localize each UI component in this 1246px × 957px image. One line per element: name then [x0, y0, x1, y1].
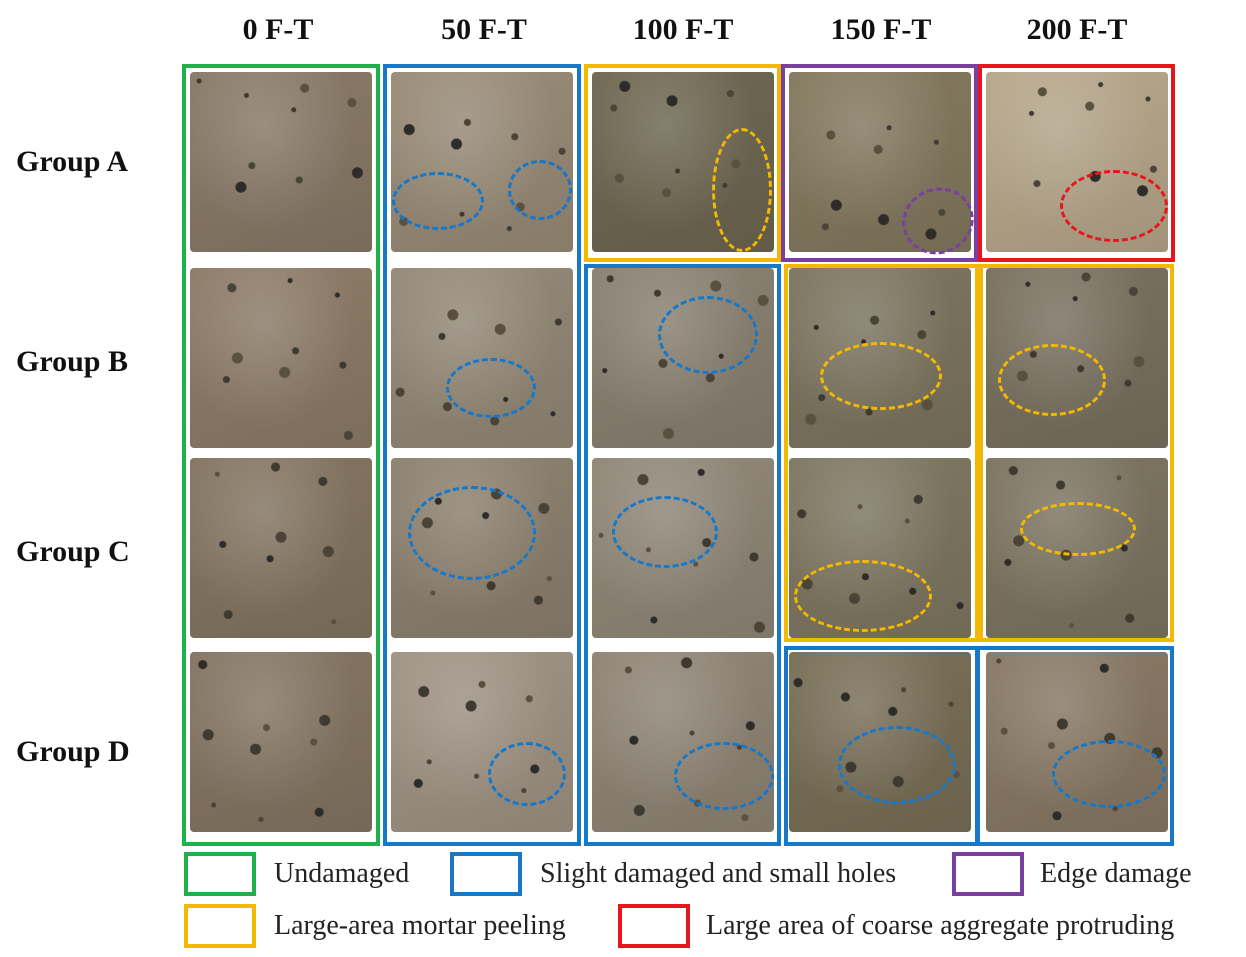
specimen-photo-a-150ft	[789, 72, 971, 252]
specimen-photo-d-0ft	[190, 652, 372, 832]
damage-ellipse	[1052, 740, 1166, 808]
row-header-group-b: Group B	[16, 345, 128, 378]
legend-label-undamaged: Undamaged	[274, 858, 410, 889]
legend-label-aggregate: Large area of coarse aggregate protrudin…	[706, 910, 1175, 941]
legend-label-slight: Slight damaged and small holes	[540, 858, 897, 889]
legend-swatch-edge	[952, 852, 1024, 896]
damage-ellipse	[794, 560, 932, 632]
damage-ellipse	[408, 486, 536, 580]
damage-ellipse	[446, 358, 536, 418]
frame-peeling-100ft-a	[584, 64, 781, 262]
frame-slight-50ft	[383, 64, 581, 846]
specimen-photo-b-50ft	[391, 268, 573, 448]
damage-ellipse	[392, 172, 484, 230]
damage-ellipse	[712, 128, 772, 252]
specimen-photo-a-0ft	[190, 72, 372, 252]
legend-swatch-undamaged	[184, 852, 256, 896]
row-header-group-c: Group C	[16, 535, 130, 568]
legend-swatch-slight	[450, 852, 522, 896]
frame-peeling-150ft	[784, 264, 979, 642]
frame-undamaged-0ft	[182, 64, 380, 846]
row-header-group-a: Group A	[16, 145, 128, 178]
legend-label-peeling: Large-area mortar peeling	[274, 910, 566, 941]
frame-peeling-200ft	[979, 264, 1174, 642]
column-header-150ft: 150 F-T	[830, 13, 932, 46]
column-header-0ft: 0 F-T	[242, 13, 314, 46]
damage-ellipse	[998, 344, 1106, 416]
frame-edge-150ft-a	[781, 64, 978, 262]
damage-ellipse	[674, 742, 774, 810]
damage-ellipse	[820, 342, 942, 410]
damage-ellipse	[1060, 170, 1168, 242]
legend-label-edge: Edge damage	[1040, 858, 1192, 889]
damage-ellipse	[508, 160, 572, 220]
specimen-photo-b-150ft	[789, 268, 971, 448]
damage-ellipse	[838, 726, 956, 804]
frame-aggregate-200ft-a	[978, 64, 1175, 262]
row-header-group-d: Group D	[16, 735, 130, 768]
column-header-50ft: 50 F-T	[441, 13, 527, 46]
damage-ellipse	[488, 742, 566, 806]
frame-slight-200ft-d	[976, 646, 1174, 846]
specimen-photo-b-0ft	[190, 268, 372, 448]
legend-swatch-peeling	[184, 904, 256, 948]
damage-ellipse	[612, 496, 718, 568]
specimen-photo-c-0ft	[190, 458, 372, 638]
column-header-100ft: 100 F-T	[632, 13, 734, 46]
legend-swatch-aggregate	[618, 904, 690, 948]
damage-ellipse	[658, 296, 758, 374]
frame-slight-100ft	[584, 264, 781, 846]
column-header-200ft: 200 F-T	[1026, 13, 1128, 46]
damage-ellipse	[1020, 502, 1136, 556]
